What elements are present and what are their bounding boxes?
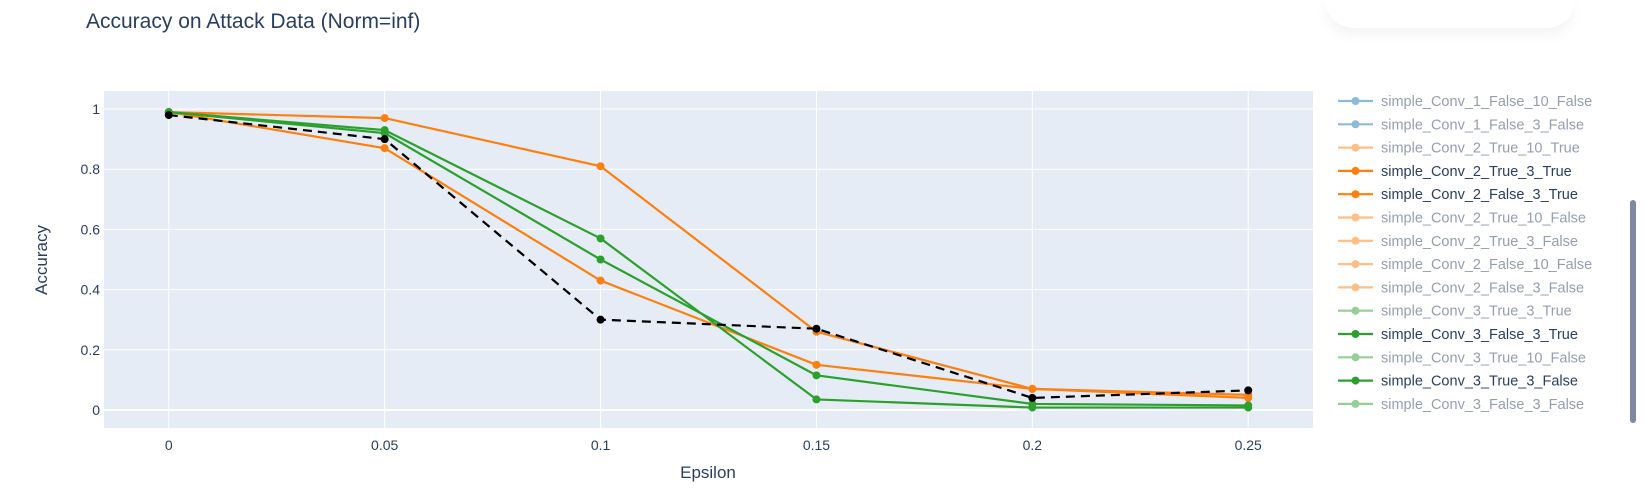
series-simple_Conv_2_False_3_True-point bbox=[812, 360, 821, 369]
legend-item[interactable]: simple_Conv_1_False_3_False bbox=[1338, 117, 1584, 133]
chart-title: Accuracy on Attack Data (Norm=inf) bbox=[86, 10, 420, 33]
legend-label: simple_Conv_3_True_3_False bbox=[1381, 374, 1578, 390]
x-tick-label: 0.05 bbox=[371, 437, 398, 453]
legend-swatch-marker bbox=[1351, 97, 1360, 105]
series-simple_Conv_3_True_3_False-point bbox=[812, 395, 821, 404]
plot-area bbox=[104, 91, 1313, 428]
legend: simple_Conv_1_False_10_False simple_Conv_… bbox=[1338, 94, 1592, 413]
legend-swatch-marker bbox=[1351, 260, 1360, 269]
legend-label: simple_Conv_3_True_10_False bbox=[1381, 350, 1586, 366]
series-group bbox=[164, 108, 1253, 412]
legend-item[interactable]: simple_Conv_2_True_3_True bbox=[1338, 164, 1572, 180]
legend-item[interactable]: simple_Conv_1_False_10_False bbox=[1338, 94, 1592, 110]
legend-label: simple_Conv_2_True_10_False bbox=[1381, 211, 1586, 227]
gridlines bbox=[104, 91, 1313, 428]
series-simple_Conv_3_False_3_True-line bbox=[168, 110, 1249, 407]
series-simple_Conv_3_False_3_True-point bbox=[596, 255, 605, 264]
y-tick-label: 0.4 bbox=[81, 282, 101, 298]
legend-swatch-marker bbox=[1351, 120, 1360, 129]
legend-item[interactable]: simple_Conv_3_False_3_True bbox=[1338, 327, 1578, 343]
series-simple_Conv_3_True_3_False-point bbox=[1244, 403, 1253, 412]
legend-item[interactable]: simple_Conv_2_False_3_False bbox=[1338, 280, 1584, 296]
series-reference-point bbox=[1244, 386, 1253, 395]
y-tick-label: 0 bbox=[92, 402, 100, 418]
legend-item[interactable]: simple_Conv_3_False_3_False bbox=[1338, 397, 1584, 413]
series-reference-point bbox=[380, 135, 389, 144]
legend-swatch-marker bbox=[1351, 190, 1360, 199]
series-reference-line bbox=[168, 113, 1249, 400]
y-tick-label: 1 bbox=[92, 101, 100, 117]
legend-label: simple_Conv_2_False_3_False bbox=[1381, 280, 1584, 296]
x-tick-label: 0 bbox=[165, 437, 173, 453]
series-simple_Conv_2_False_3_True-point bbox=[596, 276, 605, 285]
series-reference-point bbox=[812, 324, 821, 333]
legend-item[interactable]: simple_Conv_2_False_3_True bbox=[1338, 187, 1578, 203]
x-tick-label: 0.25 bbox=[1235, 437, 1262, 453]
legend-label: simple_Conv_2_True_3_True bbox=[1381, 164, 1572, 180]
series-simple_Conv_3_False_3_True-point bbox=[812, 371, 821, 380]
series-simple_Conv_3_True_3_False-point bbox=[380, 126, 389, 135]
legend-swatch-marker bbox=[1351, 353, 1360, 362]
legend-swatch-marker bbox=[1351, 283, 1360, 292]
series-simple_Conv_3_True_3_False-point bbox=[1028, 403, 1037, 412]
legend-swatch-marker bbox=[1351, 143, 1360, 152]
legend-swatch-marker bbox=[1351, 306, 1360, 315]
legend-swatch-marker bbox=[1351, 330, 1360, 338]
legend-item[interactable]: simple_Conv_3_True_3_True bbox=[1338, 304, 1572, 320]
x-axis-title: Epsilon bbox=[680, 463, 736, 482]
series-simple_Conv_3_True_3_False-line bbox=[168, 110, 1249, 409]
legend-label: simple_Conv_1_False_3_False bbox=[1381, 117, 1584, 133]
series-simple_Conv_2_False_3_True-point bbox=[380, 144, 389, 153]
legend-label: simple_Conv_2_False_3_True bbox=[1381, 187, 1578, 203]
series-reference-point bbox=[596, 315, 605, 324]
legend-swatch-marker bbox=[1351, 213, 1360, 222]
legend-swatch-marker bbox=[1351, 236, 1360, 245]
legend-label: simple_Conv_3_False_3_False bbox=[1381, 397, 1584, 413]
series-simple_Conv_2_True_3_True-point bbox=[596, 162, 605, 171]
axis-ticks: 0 0.05 0.1 0.15 0.2 0.25 0 0.2 0.4 0.6 0.8 1 bbox=[81, 101, 1263, 453]
y-axis-title: Accuracy bbox=[32, 225, 51, 295]
legend-item[interactable]: simple_Conv_2_True_3_False bbox=[1338, 234, 1578, 250]
series-simple_Conv_2_True_3_True-point bbox=[380, 114, 389, 123]
legend-label: simple_Conv_1_False_10_False bbox=[1381, 94, 1592, 110]
y-tick-label: 0.8 bbox=[81, 161, 101, 177]
legend-item[interactable]: simple_Conv_3_True_10_False bbox=[1338, 350, 1586, 366]
series-simple_Conv_2_False_3_True-line bbox=[168, 110, 1249, 397]
series-reference-point bbox=[1028, 393, 1037, 402]
legend-swatch-marker bbox=[1351, 376, 1360, 385]
series-simple_Conv_2_False_3_True-point bbox=[1028, 384, 1037, 393]
legend-label: simple_Conv_2_True_3_False bbox=[1381, 234, 1578, 250]
x-tick-label: 0.1 bbox=[591, 437, 611, 453]
legend-label: simple_Conv_2_False_10_False bbox=[1381, 257, 1592, 273]
legend-swatch-marker bbox=[1351, 166, 1360, 175]
legend-item[interactable]: simple_Conv_2_False_10_False bbox=[1338, 257, 1592, 273]
y-tick-label: 0.6 bbox=[81, 221, 101, 237]
x-tick-label: 0.2 bbox=[1023, 437, 1043, 453]
series-simple_Conv_3_True_3_False-point bbox=[596, 234, 605, 243]
legend-label: simple_Conv_3_True_3_True bbox=[1381, 304, 1572, 320]
y-tick-label: 0.2 bbox=[81, 342, 101, 358]
series-reference-point bbox=[164, 111, 173, 120]
legend-swatch-marker bbox=[1351, 399, 1360, 408]
legend-item[interactable]: simple_Conv_2_True_10_False bbox=[1338, 211, 1586, 227]
legend-item[interactable]: simple_Conv_2_True_10_True bbox=[1338, 141, 1580, 157]
legend-label: simple_Conv_2_True_10_True bbox=[1381, 141, 1580, 157]
legend-item[interactable]: simple_Conv_3_True_3_False bbox=[1338, 374, 1578, 390]
legend-label: simple_Conv_3_False_3_True bbox=[1381, 327, 1578, 343]
x-tick-label: 0.15 bbox=[803, 437, 830, 453]
legend-scrollbar[interactable] bbox=[1630, 200, 1636, 423]
